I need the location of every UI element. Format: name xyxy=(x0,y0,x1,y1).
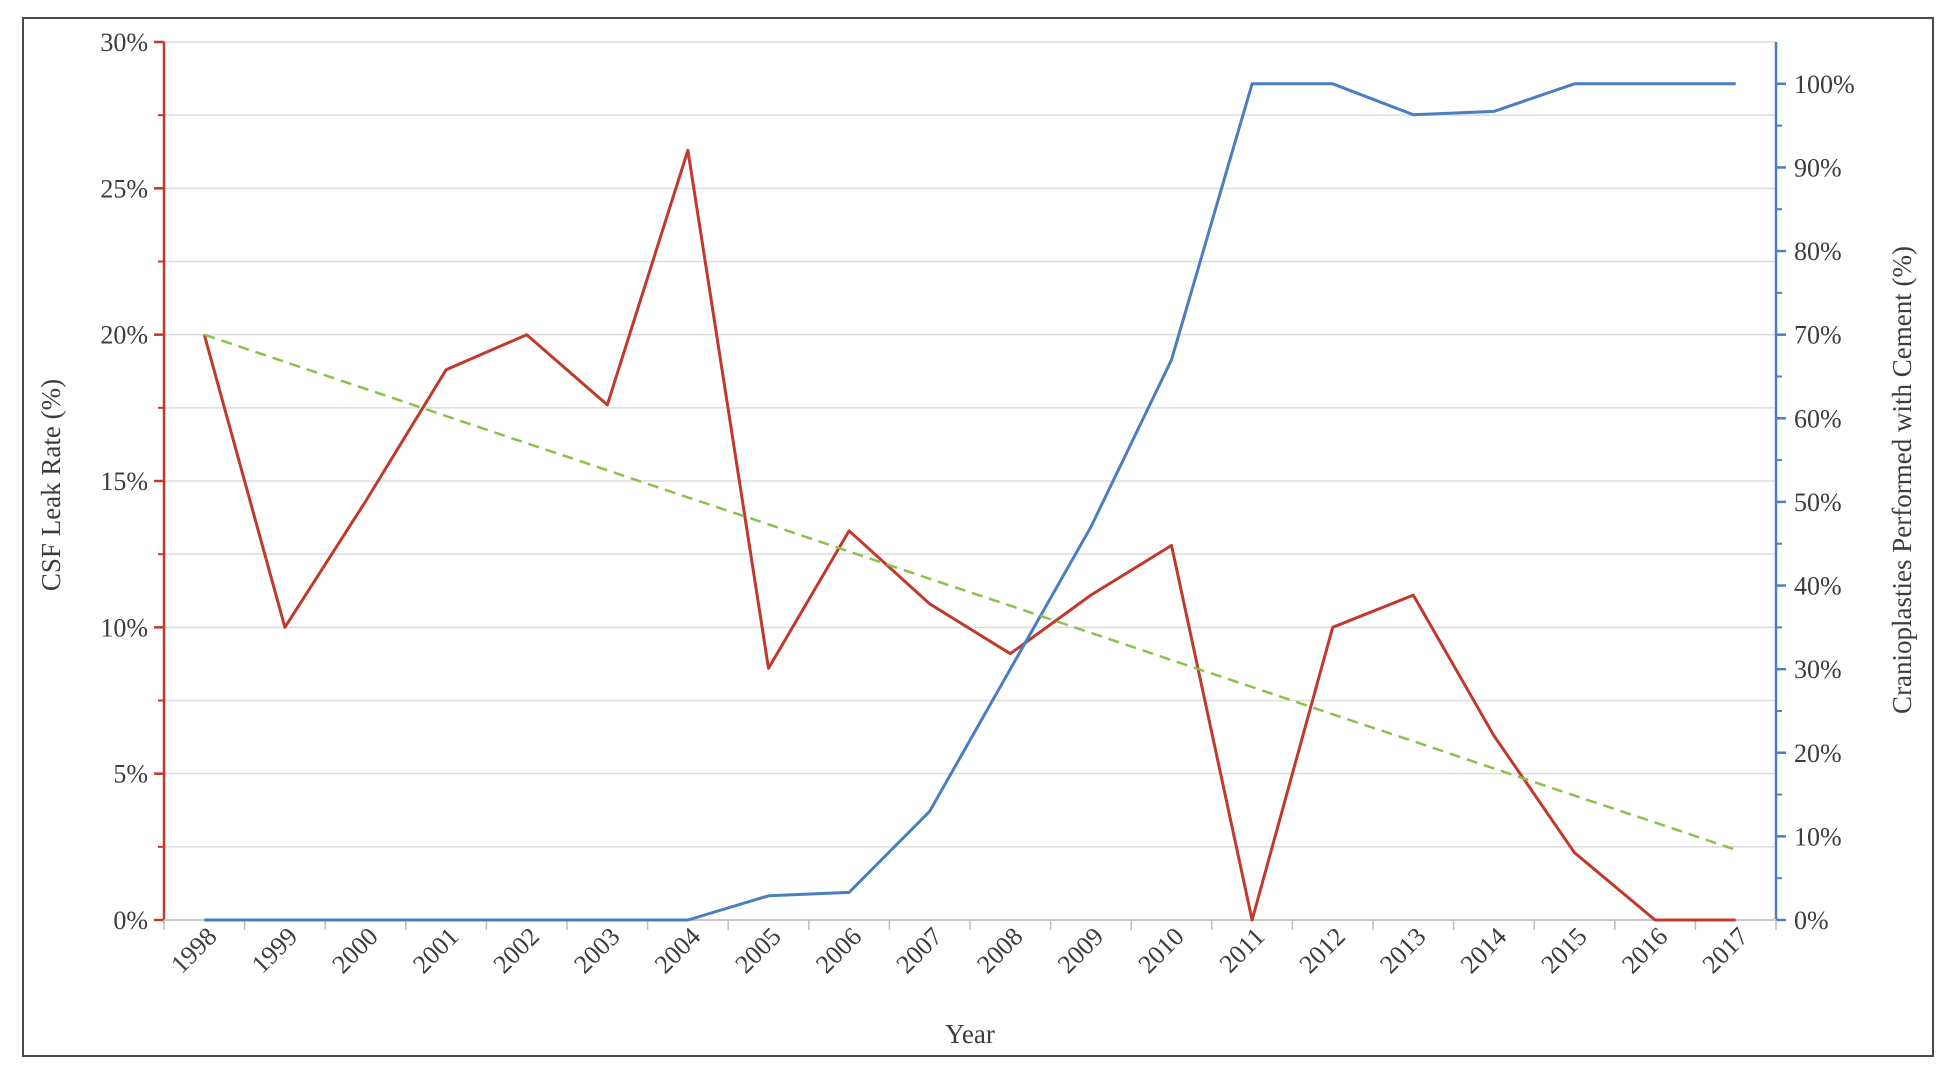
x-tick-label: 2004 xyxy=(649,922,706,979)
x-tick-label: 2011 xyxy=(1214,922,1271,979)
series-line-left xyxy=(202,148,1736,922)
left-tick-label: 15% xyxy=(100,467,148,496)
series-group xyxy=(202,82,1737,922)
x-tick-label: 2009 xyxy=(1052,922,1109,979)
x-tick-label: 2014 xyxy=(1455,922,1512,979)
x-tick-label: 2000 xyxy=(326,922,383,979)
x-axis-title: Year xyxy=(945,1019,995,1049)
right-tick-label: 90% xyxy=(1794,153,1842,182)
x-tick-label: 2002 xyxy=(488,922,545,979)
gridlines xyxy=(164,41,1776,848)
x-tick-label: 2001 xyxy=(407,922,464,979)
x-tick-label: 1998 xyxy=(165,922,222,979)
x-tick-label: 2016 xyxy=(1616,922,1673,979)
right-tick-label: 50% xyxy=(1794,488,1842,517)
right-tick-label: 30% xyxy=(1794,655,1842,684)
y2-axis-title: Cranioplasties Performed with Cement (%) xyxy=(1887,246,1917,714)
chart-frame xyxy=(22,17,1934,1057)
x-tick-label: 2015 xyxy=(1535,922,1592,979)
left-tick-label: 25% xyxy=(100,174,148,203)
x-tick-label: 2005 xyxy=(729,922,786,979)
x-tick-label: 2010 xyxy=(1132,922,1189,979)
right-tick-label: 0% xyxy=(1794,906,1829,935)
left-tick-label: 0% xyxy=(113,906,148,935)
right-tick-label: 70% xyxy=(1794,321,1842,350)
x-tick-label: 2008 xyxy=(971,922,1028,979)
left-tick-label: 20% xyxy=(100,321,148,350)
right-tick-label: 40% xyxy=(1794,572,1842,601)
series-line-right xyxy=(204,82,1736,922)
right-tick-label: 100% xyxy=(1794,70,1855,99)
x-tick-label: 2012 xyxy=(1294,922,1351,979)
right-tick-label: 20% xyxy=(1794,739,1842,768)
left-tick-label: 10% xyxy=(100,613,148,642)
left-tick-label: 30% xyxy=(100,28,148,57)
trendline xyxy=(203,333,1737,851)
right-tick-label: 80% xyxy=(1794,237,1842,266)
x-tick-label: 2003 xyxy=(568,922,625,979)
right-tick-label: 10% xyxy=(1794,822,1842,851)
x-tick-label: 1999 xyxy=(246,922,303,979)
left-tick-label: 5% xyxy=(113,760,148,789)
x-tick-label: 2017 xyxy=(1697,922,1754,979)
x-tick-label: 2013 xyxy=(1374,922,1431,979)
axes xyxy=(154,40,1786,930)
right-tick-label: 60% xyxy=(1794,404,1842,433)
y-axis-title: CSF Leak Rate (%) xyxy=(36,379,66,591)
x-tick-label: 2007 xyxy=(891,922,948,979)
x-tick-label: 2006 xyxy=(810,922,867,979)
